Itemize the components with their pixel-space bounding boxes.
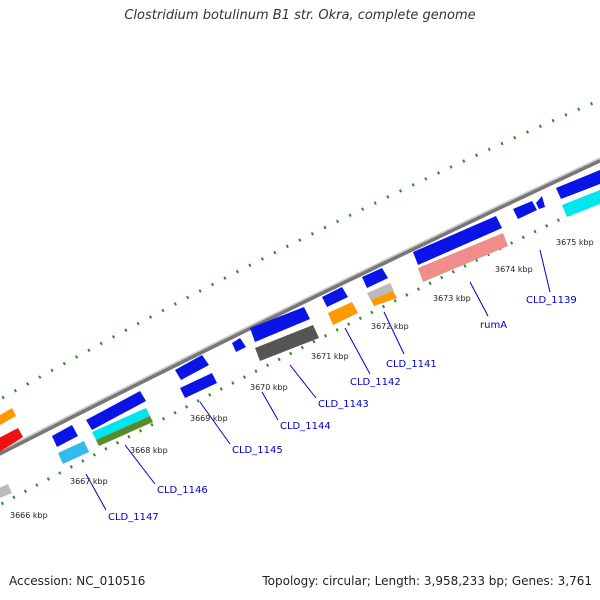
kbp-3675: 3675 kbp: [556, 238, 594, 247]
leader-cld1145: [199, 401, 231, 445]
kbp-3672: 3672 kbp: [371, 322, 409, 331]
gene-cyan-right: [562, 190, 600, 217]
leader-ruma: [469, 281, 489, 317]
gene-blue-4: [232, 338, 246, 352]
leader-cld1139: [539, 249, 551, 293]
kbp-3674: 3674 kbp: [495, 265, 533, 274]
gene-light-gray-left: [0, 484, 12, 498]
gene-olive: [96, 416, 153, 446]
gene-blue-1: [52, 425, 78, 447]
gene-label-cld1146: CLD_1146: [157, 485, 208, 496]
genome-backbone: [0, 157, 600, 456]
kbp-3669: 3669 kbp: [190, 414, 228, 423]
gene-light-blue: [58, 441, 89, 464]
gene-blue-10: [536, 196, 545, 209]
gene-cyan-mid: [92, 408, 150, 440]
gene-orange-left: [0, 408, 16, 426]
kbp-3673: 3673 kbp: [433, 294, 471, 303]
kbp-3668: 3668 kbp: [130, 446, 168, 455]
gene-dark-gray: [255, 325, 319, 361]
gene-blue-6: [322, 287, 348, 307]
gene-label-cld1141: CLD_1141: [386, 359, 437, 370]
gene-label-cld1147: CLD_1147: [108, 512, 159, 523]
accession-text: Accession: NC_010516: [9, 574, 146, 588]
gene-blue-2: [86, 391, 146, 430]
gene-orange-1: [328, 302, 358, 325]
leader-cld1143: [289, 364, 317, 399]
kbp-3671: 3671 kbp: [311, 352, 349, 361]
inner-tick-ruler: [0, 198, 600, 507]
gene-red: [0, 428, 23, 452]
leader-cld1141: [383, 311, 405, 355]
leader-cld1144: [261, 391, 279, 421]
gene-blue-8: [413, 216, 502, 265]
gene-blue-11: [556, 170, 600, 199]
gene-label-cld1144: CLD_1144: [280, 421, 331, 432]
gene-salmon: [418, 233, 508, 282]
gene-label-cld1145: CLD_1145: [232, 445, 283, 456]
genome-summary-text: Topology: circular; Length: 3,958,233 bp…: [262, 574, 592, 588]
gene-label-ruma: rumA: [480, 320, 507, 331]
gene-orange-2: [371, 291, 397, 306]
gene-blue-3: [175, 355, 209, 380]
leader-cld1147: [85, 473, 107, 511]
kbp-3667: 3667 kbp: [70, 477, 108, 486]
map-title: Clostridium botulinum B1 str. Okra, comp…: [124, 8, 476, 23]
kbp-3670: 3670 kbp: [250, 383, 288, 392]
gene-label-cld1142: CLD_1142: [350, 377, 401, 388]
gene-blue-7: [362, 268, 388, 288]
gene-label-cld1139: CLD_1139: [526, 295, 577, 306]
gene-light-gray: [367, 283, 394, 301]
leader-cld1142: [344, 327, 371, 375]
kbp-3666: 3666 kbp: [10, 511, 48, 520]
gene-blue-inner: [180, 373, 217, 398]
gene-blue-9: [513, 201, 537, 219]
gene-blue-5: [250, 307, 310, 342]
outer-tick-ring: [0, 98, 600, 402]
leader-cld1146: [124, 444, 156, 485]
gene-label-cld1143: CLD_1143: [318, 399, 369, 410]
